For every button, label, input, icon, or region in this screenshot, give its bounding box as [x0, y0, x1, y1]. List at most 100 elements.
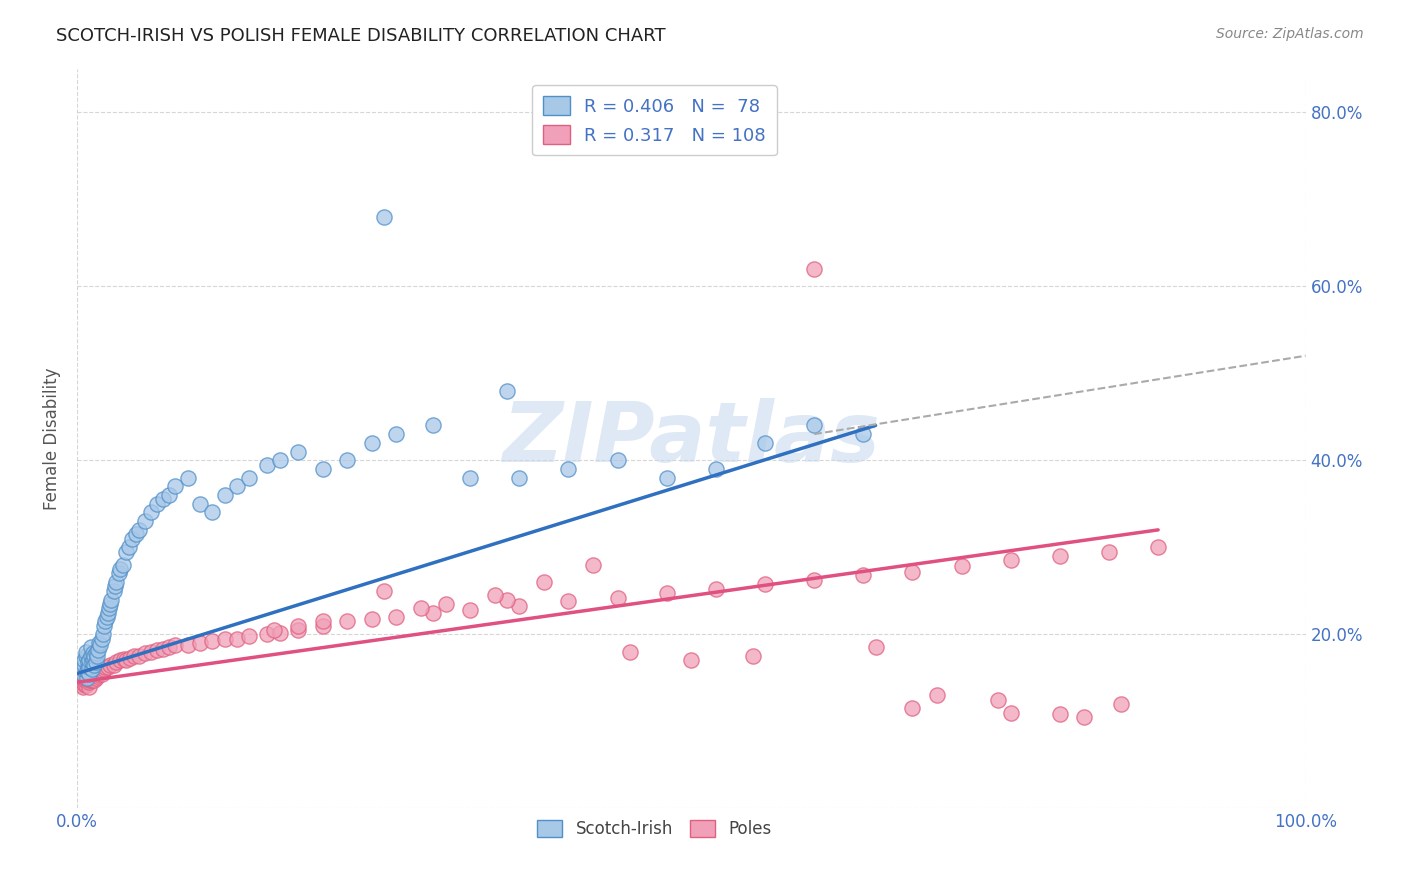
Point [1109, 697, 1132, 711]
Point [87, 643, 110, 657]
Point [188, 636, 211, 650]
Text: Source: ZipAtlas.com: Source: ZipAtlas.com [1216, 27, 1364, 41]
Point [269, 625, 291, 640]
Point [108, 562, 131, 576]
Point [458, 470, 481, 484]
Point [70, 673, 93, 688]
Point [80, 669, 103, 683]
Point [79, 673, 101, 688]
Point [256, 627, 278, 641]
Point [803, 261, 825, 276]
Point [139, 645, 162, 659]
Point [79, 653, 101, 667]
Point [238, 629, 260, 643]
Point [619, 645, 641, 659]
Point [89, 664, 111, 678]
Point [77, 668, 100, 682]
Point [73, 657, 96, 672]
Point [865, 640, 887, 655]
Point [79, 660, 101, 674]
Point [115, 544, 138, 558]
Point [75, 649, 97, 664]
Point [496, 592, 519, 607]
Point [75, 645, 97, 659]
Point [557, 594, 579, 608]
Point [112, 651, 135, 665]
Point [84, 671, 107, 685]
Point [86, 649, 108, 664]
Point [82, 647, 104, 661]
Point [79, 649, 101, 664]
Point [852, 427, 875, 442]
Point [86, 669, 108, 683]
Point [84, 655, 107, 669]
Point [75, 669, 97, 683]
Point [79, 680, 101, 694]
Point [80, 655, 103, 669]
Point [146, 643, 169, 657]
Point [434, 597, 457, 611]
Point [98, 657, 121, 672]
Point [373, 583, 395, 598]
Point [803, 418, 825, 433]
Point [97, 606, 120, 620]
Point [69, 671, 91, 685]
Point [72, 675, 94, 690]
Point [152, 492, 174, 507]
Point [269, 453, 291, 467]
Point [90, 632, 112, 646]
Point [1000, 553, 1022, 567]
Point [422, 418, 444, 433]
Point [96, 610, 118, 624]
Point [103, 583, 125, 598]
Point [75, 673, 97, 688]
Point [84, 647, 107, 661]
Point [79, 669, 101, 683]
Point [108, 566, 131, 581]
Point [89, 662, 111, 676]
Point [108, 653, 131, 667]
Point [79, 673, 101, 687]
Point [312, 615, 335, 629]
Point [925, 688, 948, 702]
Point [188, 497, 211, 511]
Point [146, 497, 169, 511]
Point [77, 655, 100, 669]
Point [128, 523, 150, 537]
Point [72, 671, 94, 685]
Point [176, 470, 198, 484]
Point [385, 610, 408, 624]
Point [557, 462, 579, 476]
Point [103, 657, 125, 672]
Point [111, 558, 134, 572]
Point [214, 632, 236, 646]
Point [655, 470, 678, 484]
Point [157, 640, 180, 655]
Point [373, 210, 395, 224]
Point [312, 462, 335, 476]
Text: ZIPatlas: ZIPatlas [502, 398, 880, 479]
Point [94, 659, 117, 673]
Point [82, 671, 104, 685]
Point [361, 612, 384, 626]
Point [72, 680, 94, 694]
Point [704, 582, 727, 596]
Point [73, 668, 96, 682]
Point [70, 678, 93, 692]
Point [950, 559, 973, 574]
Point [361, 435, 384, 450]
Point [115, 653, 138, 667]
Point [89, 638, 111, 652]
Point [741, 649, 763, 664]
Point [422, 606, 444, 620]
Point [73, 653, 96, 667]
Point [83, 649, 105, 664]
Point [70, 669, 93, 683]
Point [754, 577, 776, 591]
Point [287, 618, 309, 632]
Point [98, 601, 121, 615]
Point [139, 506, 162, 520]
Point [89, 636, 111, 650]
Point [238, 470, 260, 484]
Point [201, 506, 224, 520]
